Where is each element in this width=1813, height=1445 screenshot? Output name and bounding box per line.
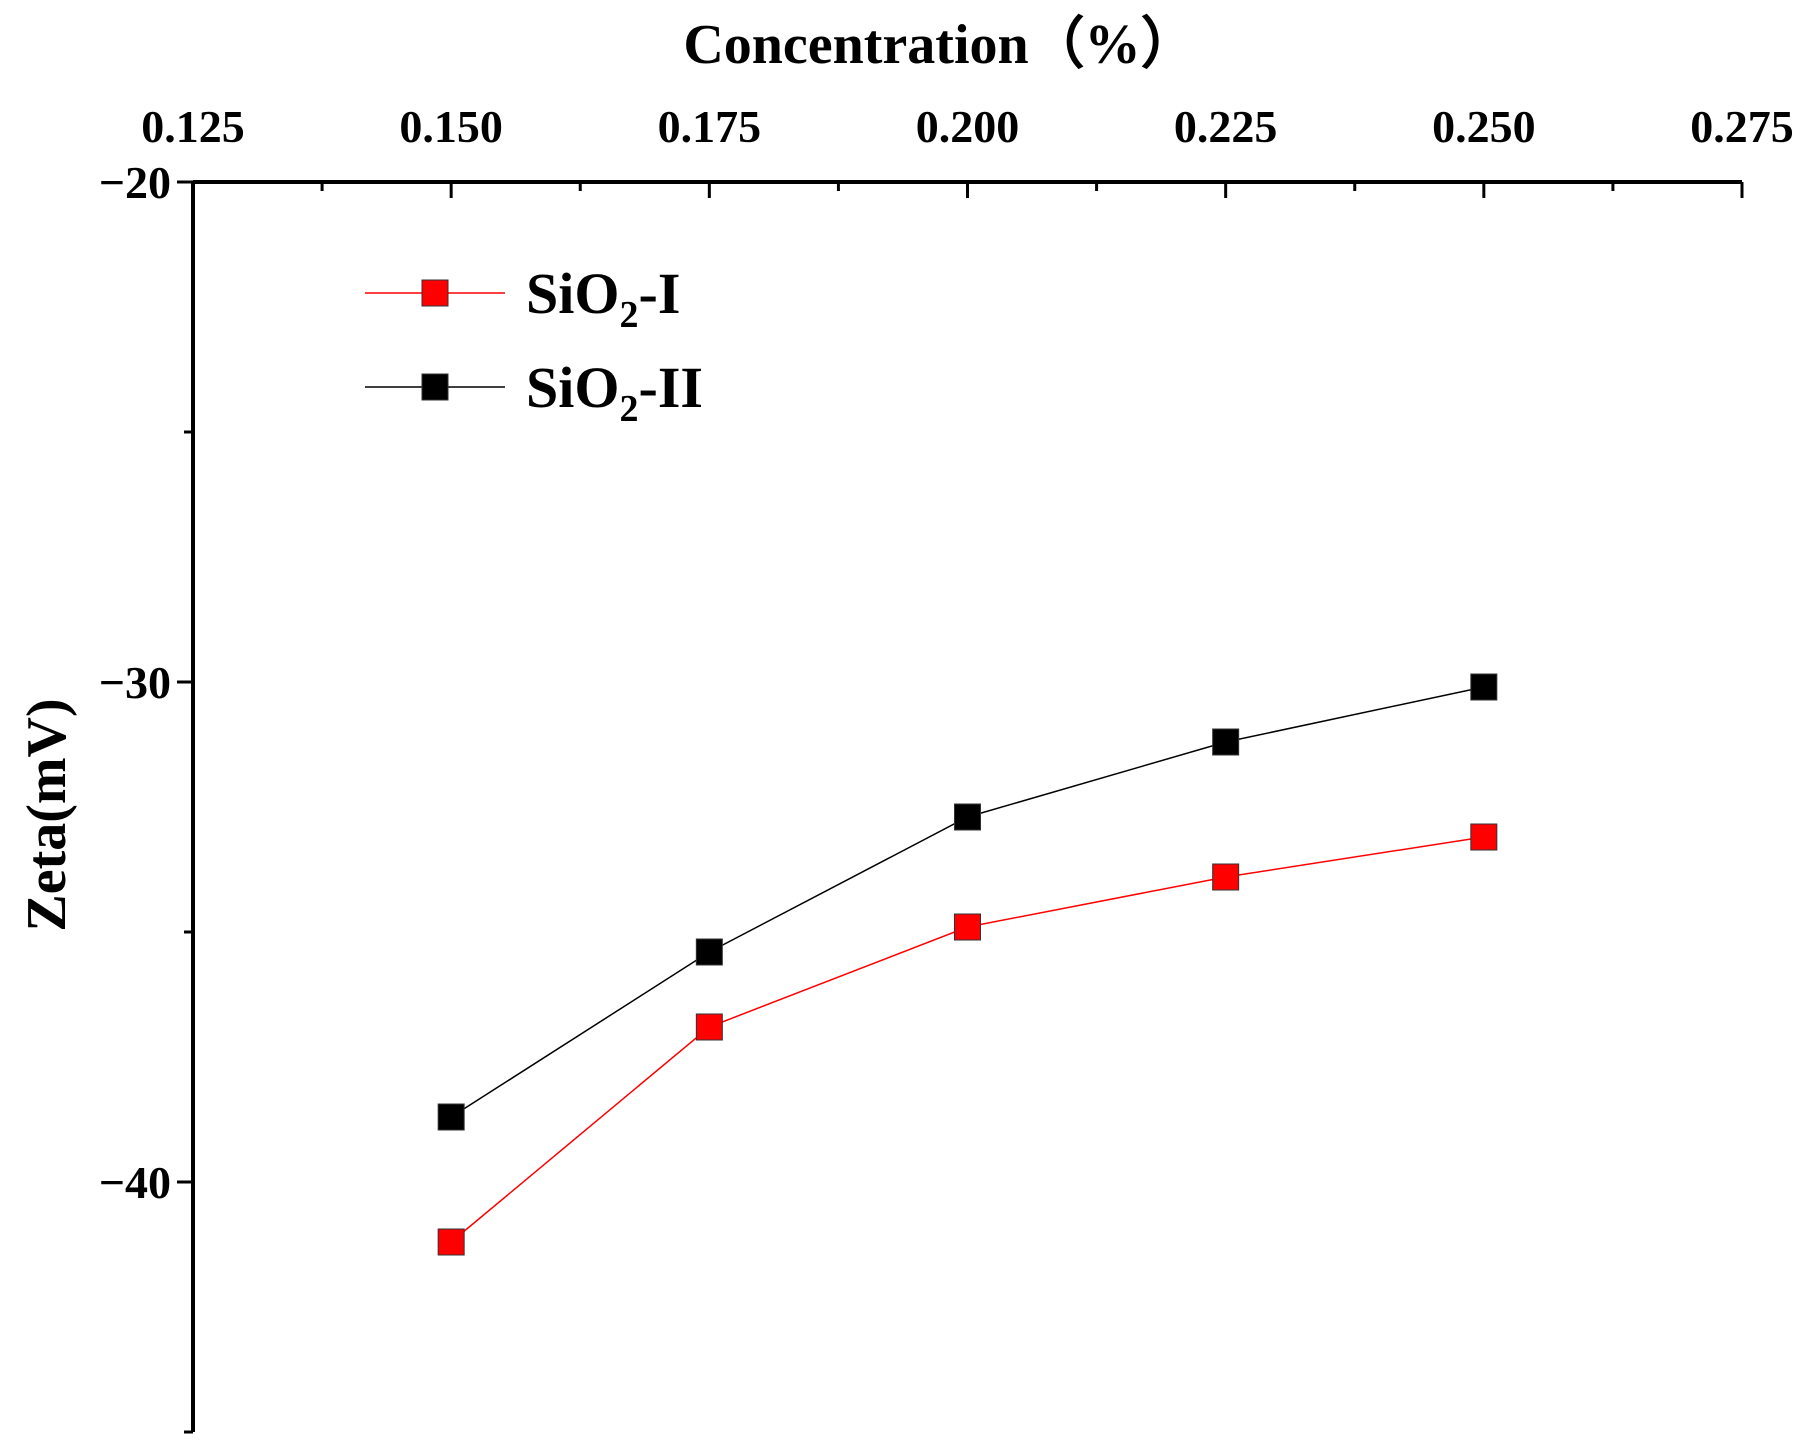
x-tick-label: 0.125 — [141, 101, 245, 152]
y-tick-label: −20 — [99, 157, 171, 208]
x-tick-label: 0.150 — [399, 101, 503, 152]
series-line — [450, 686, 1484, 1118]
legend-marker — [421, 279, 449, 307]
y-tick-label: −40 — [99, 1157, 171, 1208]
x-tick-label: 0.275 — [1690, 101, 1794, 152]
x-tick-label: 0.175 — [658, 101, 762, 152]
legend-label: SiO2-II — [526, 355, 703, 430]
legend-marker — [421, 373, 449, 401]
legend: SiO2-I SiO2-II — [365, 261, 703, 430]
data-point — [1470, 673, 1498, 701]
data-point — [437, 1103, 465, 1131]
plot-area — [437, 673, 1498, 1256]
data-point — [1212, 863, 1240, 891]
data-point — [437, 1228, 465, 1256]
x-axis-ticks: 0.125 0.150 0.175 0.200 0.225 0.250 0.275 — [141, 101, 1794, 198]
series-line — [450, 836, 1484, 1243]
x-tick-label: 0.225 — [1174, 101, 1278, 152]
series-1 — [437, 823, 1498, 1256]
legend-item: SiO2-II — [365, 355, 703, 430]
data-point — [1470, 823, 1498, 851]
x-tick-label: 0.250 — [1432, 101, 1536, 152]
y-axis-title: Zeta(mV) — [16, 698, 78, 931]
series-2 — [437, 673, 1498, 1131]
data-point — [954, 803, 981, 831]
data-point — [1212, 728, 1240, 756]
data-point — [954, 913, 981, 941]
y-axis-ticks: −20 −30 −40 — [99, 157, 193, 1434]
x-tick-label: 0.200 — [916, 101, 1020, 152]
legend-label: SiO2-I — [526, 261, 680, 336]
data-point — [695, 1013, 723, 1041]
data-point — [695, 938, 723, 966]
x-axis-title: Concentration（%） — [683, 13, 1196, 76]
y-tick-label: −30 — [99, 657, 171, 708]
legend-item: SiO2-I — [365, 261, 680, 336]
